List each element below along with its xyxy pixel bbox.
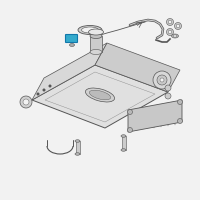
Circle shape <box>128 128 132 132</box>
Ellipse shape <box>173 35 177 37</box>
Circle shape <box>168 30 172 34</box>
Ellipse shape <box>89 90 111 100</box>
Circle shape <box>49 85 51 87</box>
Circle shape <box>166 28 174 36</box>
Polygon shape <box>32 65 168 128</box>
Ellipse shape <box>90 49 102 54</box>
Circle shape <box>43 89 45 91</box>
Circle shape <box>174 22 182 29</box>
Bar <box>76 141 80 154</box>
Bar <box>122 136 126 150</box>
Ellipse shape <box>82 27 98 33</box>
Bar <box>90 36 102 52</box>
Ellipse shape <box>75 153 80 155</box>
Ellipse shape <box>88 29 104 35</box>
Ellipse shape <box>70 44 74 46</box>
Circle shape <box>176 24 180 28</box>
Polygon shape <box>32 43 107 100</box>
Ellipse shape <box>172 34 179 38</box>
Circle shape <box>128 110 132 114</box>
Circle shape <box>20 96 32 108</box>
Circle shape <box>157 75 167 85</box>
Circle shape <box>153 71 171 89</box>
Ellipse shape <box>75 140 80 142</box>
Circle shape <box>165 85 171 91</box>
Polygon shape <box>128 100 182 132</box>
Circle shape <box>178 118 182 123</box>
Ellipse shape <box>85 88 115 102</box>
Ellipse shape <box>78 25 102 34</box>
Circle shape <box>160 78 164 82</box>
Ellipse shape <box>121 135 126 137</box>
Ellipse shape <box>121 149 126 151</box>
FancyBboxPatch shape <box>66 34 78 43</box>
Circle shape <box>178 99 182 104</box>
Circle shape <box>168 20 172 24</box>
Circle shape <box>165 93 171 99</box>
Circle shape <box>23 99 29 105</box>
Circle shape <box>166 19 174 25</box>
Ellipse shape <box>90 33 102 38</box>
Circle shape <box>37 93 39 95</box>
Polygon shape <box>95 43 180 92</box>
